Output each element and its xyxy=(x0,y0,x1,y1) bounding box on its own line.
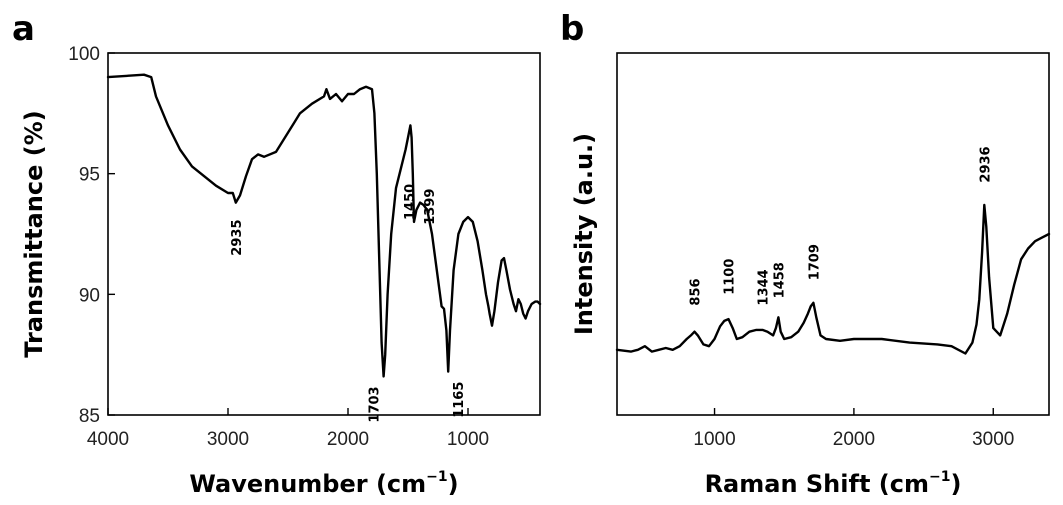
panel-a-y-tick-label-95: 95 xyxy=(79,165,100,186)
panel-a-y-tick-label-85: 85 xyxy=(79,406,100,427)
panel-b-y-axis-title: Intensity (a.u.) xyxy=(570,133,598,335)
panel-a-x-tick-label-3000: 3000 xyxy=(207,429,249,450)
panel-b-letter: b xyxy=(560,9,584,49)
panel-a-axis-ticks xyxy=(107,52,469,416)
panel-a-peak-label-2935: 2935 xyxy=(230,220,245,256)
panel-a-y-tick-label-100: 100 xyxy=(68,44,100,65)
panel-b-peak-label-2936: 2936 xyxy=(978,146,993,182)
panel-a-x-tick-label-1000: 1000 xyxy=(447,429,489,450)
panel-b-plot-frame xyxy=(616,52,1050,416)
panel-a-x-axis-title: Wavenumber (cm−1) xyxy=(189,469,458,498)
panel-a-peak-labels: 2935 1703 1450 1399 1165 xyxy=(230,184,467,423)
panel-b-peak-labels: 856 1100 1344 1458 1709 2936 xyxy=(689,146,994,305)
panel-b-peak-label-1458: 1458 xyxy=(772,262,787,298)
panel-a-plot-frame xyxy=(107,52,541,416)
panel-a-ftir: a 4000 3000 2000 1000 85 90 95 100 2935 1703 1450… xyxy=(12,9,542,498)
panel-b-peak-label-856: 856 xyxy=(689,278,704,305)
panel-b-x-tick-label-2000: 2000 xyxy=(833,429,875,450)
panel-a-x-tick-label-4000: 4000 xyxy=(87,429,129,450)
panel-a-ftir-spectrum-line xyxy=(106,73,542,378)
panel-b-peak-label-1344: 1344 xyxy=(757,269,772,305)
panel-a-y-axis-title: Transmittance (%) xyxy=(20,110,48,357)
panel-a-peak-label-1450: 1450 xyxy=(403,184,418,220)
panel-b-raman-spectrum-line xyxy=(615,203,1051,355)
panel-b-axis-ticks xyxy=(713,408,994,415)
panel-a-peak-label-1399: 1399 xyxy=(423,189,438,225)
panel-b-peak-label-1100: 1100 xyxy=(723,259,738,295)
panel-a-x-tick-label-2000: 2000 xyxy=(327,429,369,450)
panel-b-x-tick-label-3000: 3000 xyxy=(972,429,1014,450)
panel-a-peak-label-1165: 1165 xyxy=(452,382,467,418)
panel-a-letter: a xyxy=(12,9,35,49)
panel-a-tick-labels: 4000 3000 2000 1000 85 90 95 100 xyxy=(68,44,489,450)
panel-b-raman: b 1000 2000 3000 856 1100 1344 1458 1709 2936 I… xyxy=(560,9,1051,498)
panel-b-peak-label-1709: 1709 xyxy=(807,244,822,280)
panel-b-x-tick-label-1000: 1000 xyxy=(693,429,735,450)
panel-a-y-tick-label-90: 90 xyxy=(79,285,100,306)
panel-b-tick-labels: 1000 2000 3000 xyxy=(693,429,1014,450)
panel-b-x-axis-title: Raman Shift (cm−1) xyxy=(705,469,962,498)
panel-a-peak-label-1703: 1703 xyxy=(368,386,383,422)
